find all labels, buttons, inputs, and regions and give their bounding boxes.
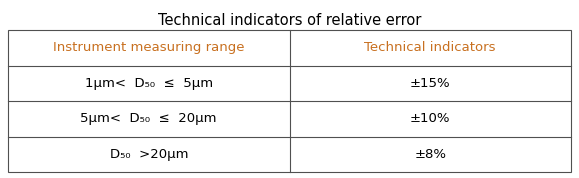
Text: ±15%: ±15% (410, 77, 450, 90)
Text: Instrument measuring range: Instrument measuring range (53, 41, 244, 54)
Text: Technical indicators of relative error: Technical indicators of relative error (158, 13, 421, 28)
Text: Technical indicators: Technical indicators (365, 41, 496, 54)
Text: ±10%: ±10% (410, 112, 450, 125)
Bar (8, 30, 571, 172)
Text: D₅₀  >20μm: D₅₀ >20μm (109, 148, 188, 161)
Text: ±8%: ±8% (414, 148, 446, 161)
Text: 1μm<  D₅₀  ≤  5μm: 1μm< D₅₀ ≤ 5μm (85, 77, 213, 90)
Text: 5μm<  D₅₀  ≤  20μm: 5μm< D₅₀ ≤ 20μm (80, 112, 217, 125)
